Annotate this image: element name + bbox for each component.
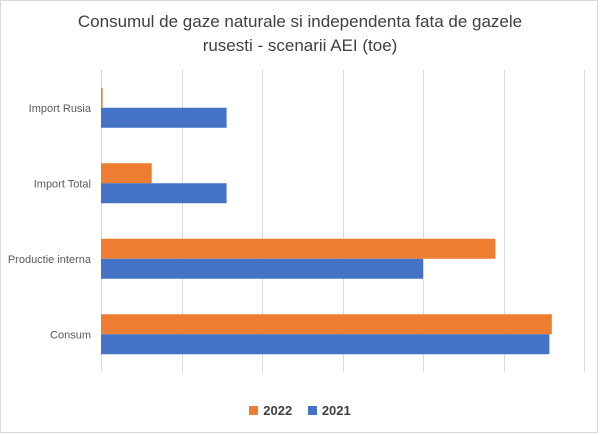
bar-2021-productie-interna	[101, 258, 423, 279]
category-label-import-total: Import Total	[34, 178, 91, 190]
legend-label-2022: 2022	[263, 403, 293, 418]
bar-2022-import-total	[101, 163, 152, 184]
legend-swatch-2022	[249, 406, 259, 415]
legend-swatch-2021	[307, 406, 317, 415]
bar-2021-consum	[101, 334, 550, 355]
category-label-productie-interna: Productie interna	[8, 254, 92, 266]
chart-title-line2: rusesti - scenarii AEI (toe)	[202, 36, 398, 55]
legend-item-2022: 2022	[249, 403, 292, 418]
bar-2022-import-rusia	[101, 87, 103, 108]
category-label-import-rusia: Import Rusia	[29, 103, 92, 115]
chart-title: Consumul de gaze naturale si independent…	[0, 10, 600, 58]
bar-2022-productie-interna	[101, 238, 496, 259]
category-label-consum: Consum	[50, 329, 91, 341]
bar-2021-import-rusia	[101, 107, 227, 128]
legend-item-2021: 2021	[307, 403, 351, 418]
chart-title-line1: Consumul de gaze naturale si independent…	[77, 12, 523, 31]
bar-2022-consum	[101, 314, 552, 335]
bar-2021-import-total	[101, 183, 227, 204]
legend: 2022 2021	[0, 403, 600, 418]
legend-label-2021: 2021	[321, 403, 351, 418]
